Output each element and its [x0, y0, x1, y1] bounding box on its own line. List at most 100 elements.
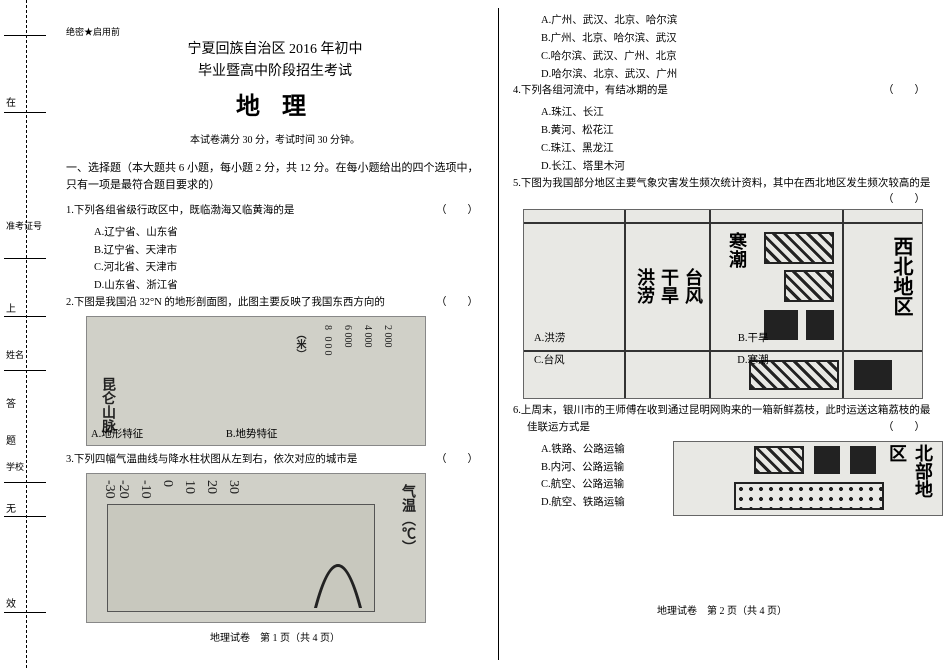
margin-field-label: 题 [6, 432, 16, 447]
margin-field-label: 效 [6, 595, 16, 610]
title-line2: 毕业暨高中阶段招生考试 [66, 60, 484, 80]
answer-paren: （ ） [450, 203, 478, 220]
question-5: 5.下图为我国部分地区主要气象灾害发生频次统计资料，其中在西北地区发生频次较高的… [513, 176, 931, 193]
q4-opt-c: C.珠江、黑龙江 [541, 140, 931, 158]
q2-ytick: 2 000 [382, 325, 393, 348]
margin-field-label: 无 [6, 500, 16, 515]
temperature-curve-icon [308, 508, 368, 608]
q3-ytick: 20 [203, 480, 219, 494]
question-3: 3.下列四幅气温曲线与降水柱状图从左到右，依次对应的城市是 （ ） [66, 452, 484, 469]
q3-ytick: -10 [137, 480, 153, 499]
q2-left-label: 昆仑山脉 [97, 377, 117, 433]
q5-label-cold: 寒潮 [724, 232, 750, 268]
q3-opt-b: B.广州、北京、哈尔滨、武汉 [541, 30, 931, 48]
q4-opt-b: B.黄河、松花江 [541, 122, 931, 140]
margin-tick [4, 370, 46, 371]
page-footer-right: 地理试卷 第 2 页（共 4 页） [513, 602, 931, 617]
q3-opt-a: A.广州、武汉、北京、哈尔滨 [541, 12, 931, 30]
title-block: 宁夏回族自治区 2016 年初中 毕业暨高中阶段招生考试 地 理 本试卷满分 3… [66, 38, 484, 146]
q2-ytick: 6 000 [342, 325, 353, 348]
chart-gridline [524, 222, 922, 224]
q3-opt-c: C.哈尔滨、武汉、广州、北京 [541, 48, 931, 66]
q2-opt-a: A.地形特征 [91, 429, 143, 440]
confidential-label: 绝密★启用前 [66, 25, 120, 38]
title-subject: 地 理 [66, 86, 484, 121]
cut-line [26, 0, 27, 668]
q6-opt-a: A.铁路、公路运输 [541, 441, 945, 459]
q3-right-options: A.广州、武汉、北京、哈尔滨 B.广州、北京、哈尔滨、武汉 C.哈尔滨、武汉、广… [513, 12, 931, 83]
q2-figure: 8 000 6 000 4 000 2 000 （米） 昆仑山脉 A.地形特征 … [86, 316, 426, 446]
q5-label-flood: 洪涝 [632, 268, 658, 304]
q5-bar-solid [764, 310, 798, 340]
question-1: 1.下列各组省级行政区中，既临渤海又临黄海的是 （ ） [66, 203, 484, 220]
section-heading: 一、选择题（本大题共 6 小题，每小题 2 分，共 12 分。在每小题给出的四个… [66, 160, 484, 193]
title-line1: 宁夏回族自治区 2016 年初中 [66, 38, 484, 58]
q5-label-northwest: 西北地区 [887, 236, 916, 316]
question-2: 2.下图是我国沿 32°N 的地形剖面图，此图主要反映了我国东西方向的 （ ） [66, 295, 484, 312]
q3-ytick: 10 [181, 480, 197, 494]
q1-opt-d: D.山东省、浙江省 [94, 277, 484, 295]
answer-paren: （ ） [897, 420, 925, 437]
q2-ytick: 4 000 [362, 325, 373, 348]
answer-paren: （ ） [450, 452, 478, 469]
q6-opt-b: B.内河、公路运输 [541, 459, 945, 477]
margin-field-label: 姓名 [6, 348, 24, 361]
q6-stem: 6.上周末，银川市的王师傅在收到通过昆明网购来的一箱新鲜荔枝，此时运送这箱荔枝的… [513, 405, 930, 433]
answer-paren: （ ） [897, 83, 925, 100]
q2-ytick: 8 000 [322, 325, 333, 358]
q1-stem: 1.下列各组省级行政区中，既临渤海又临黄海的是 [66, 205, 294, 216]
margin-field-label: 在 [6, 94, 16, 109]
q2-opt-b: B.地势特征 [226, 429, 278, 440]
q5-opt-c: C.台风 [534, 355, 565, 366]
margin-tick [4, 35, 46, 36]
margin-tick [4, 482, 46, 483]
q5-stem: 5.下图为我国部分地区主要气象灾害发生频次统计资料，其中在西北地区发生频次较高的… [513, 178, 930, 189]
q6-opt-c: C.航空、公路运输 [541, 476, 945, 494]
q2-stem: 2.下图是我国沿 32°N 的地形剖面图，此图主要反映了我国东西方向的 [66, 297, 385, 308]
answer-paren: （ ） [450, 295, 478, 312]
q3-stem: 3.下列四幅气温曲线与降水柱状图从左到右，依次对应的城市是 [66, 454, 357, 465]
margin-tick [4, 612, 46, 613]
margin-field-label: 学校 [6, 460, 24, 473]
q5-bar-solid [854, 360, 892, 390]
q5-label-typhoon: 台风 [680, 268, 706, 304]
margin-tick [4, 316, 46, 317]
q3-chart-body [107, 504, 375, 612]
q3-ytick: 0 [159, 480, 175, 487]
question-4: 4.下列各组河流中，有结冰期的是 （ ） [513, 83, 931, 100]
page-columns: 绝密★启用前 宁夏回族自治区 2016 年初中 毕业暨高中阶段招生考试 地 理 … [52, 0, 945, 668]
q6-opt-d: D.航空、铁路运输 [541, 494, 945, 512]
q3-figure: -30 -20 -10 0 10 20 30 气温（℃） [86, 473, 426, 623]
q2-unit-label: （米） [292, 329, 307, 359]
margin-tick [4, 258, 46, 259]
right-column: A.广州、武汉、北京、哈尔滨 B.广州、北京、哈尔滨、武汉 C.哈尔滨、武汉、广… [499, 0, 945, 668]
question-6: 6.上周末，银川市的王师傅在收到通过昆明网购来的一箱新鲜荔枝，此时运送这箱荔枝的… [513, 403, 931, 437]
exam-info: 本试卷满分 30 分，考试时间 30 分钟。 [66, 131, 484, 146]
q5-bar-solid [806, 310, 834, 340]
q4-opt-d: D.长江、塔里木河 [541, 158, 931, 176]
q5-bar-hatched [784, 270, 834, 302]
q5-bar-hatched [764, 232, 834, 264]
q3-ytick: 30 [225, 480, 241, 494]
left-column: 绝密★启用前 宁夏回族自治区 2016 年初中 毕业暨高中阶段招生考试 地 理 … [52, 0, 498, 668]
binding-margin: 在 准考证号 上 姓名 答 题 学校 无 效 [0, 0, 52, 668]
q1-opt-a: A.辽宁省、山东省 [94, 224, 484, 242]
q5-opt-a: A.洪涝 [534, 333, 565, 344]
page-footer-left: 地理试卷 第 1 页（共 4 页） [66, 629, 484, 644]
q4-opt-a: A.珠江、长江 [541, 104, 931, 122]
q3-ytick: -20 [115, 480, 131, 499]
q1-opt-b: B.辽宁省、天津市 [94, 242, 484, 260]
q1-options: A.辽宁省、山东省 B.辽宁省、天津市 C.河北省、天津市 D.山东省、浙江省 [66, 224, 484, 295]
q5-label-drought: 干旱 [656, 268, 682, 304]
q3-ylabel: 气温（℃） [397, 484, 417, 554]
chart-gridline [842, 210, 844, 398]
margin-field-label: 准考证号 [6, 222, 42, 232]
q5-opt-b: B.干旱 [738, 333, 769, 344]
q1-opt-c: C.河北省、天津市 [94, 259, 484, 277]
q3-opt-d: D.哈尔滨、北京、武汉、广州 [541, 66, 931, 84]
q5-opt-d: D.寒潮 [737, 355, 768, 366]
q4-stem: 4.下列各组河流中，有结冰期的是 [513, 85, 668, 96]
q5-figure: 洪涝 干旱 台风 寒潮 西北地区 A.洪涝 B.干旱 C.台风 D.寒潮 [523, 209, 923, 399]
margin-tick [4, 516, 46, 517]
margin-field-label: 答 [6, 395, 16, 410]
